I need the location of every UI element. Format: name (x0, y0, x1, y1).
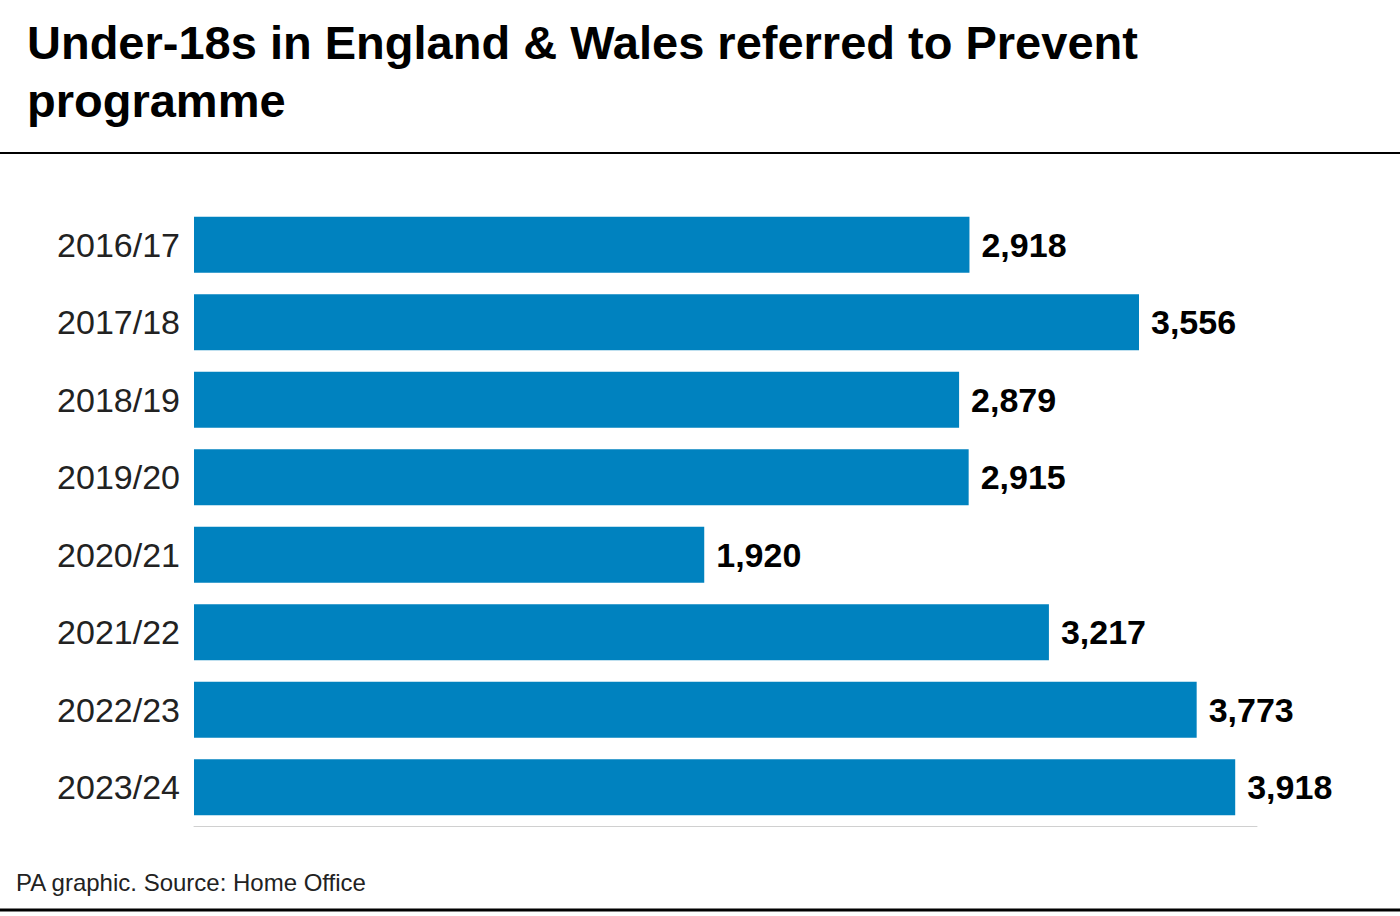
svg-text:2017/18: 2017/18 (57, 303, 180, 341)
svg-text:3,556: 3,556 (1151, 303, 1236, 341)
svg-text:2016/17: 2016/17 (57, 226, 180, 264)
svg-text:2020/21: 2020/21 (57, 536, 180, 574)
svg-text:2,915: 2,915 (981, 458, 1066, 496)
svg-text:2,918: 2,918 (981, 226, 1066, 264)
svg-text:2,879: 2,879 (971, 381, 1056, 419)
svg-text:2023/24: 2023/24 (57, 768, 180, 806)
svg-text:3,918: 3,918 (1247, 768, 1332, 806)
svg-text:programme: programme (27, 74, 286, 127)
svg-text:Under-18s in England & Wales r: Under-18s in England & Wales referred to… (27, 16, 1151, 69)
svg-text:3,217: 3,217 (1061, 613, 1146, 651)
svg-text:2018/19: 2018/19 (57, 381, 180, 419)
svg-text:3,773: 3,773 (1209, 691, 1294, 729)
svg-text:2022/23: 2022/23 (57, 691, 180, 729)
svg-text:PA graphic. Source: Home Offic: PA graphic. Source: Home Office (16, 869, 366, 896)
svg-text:2019/20: 2019/20 (57, 458, 180, 496)
svg-text:1,920: 1,920 (716, 536, 801, 574)
svg-text:2021/22: 2021/22 (57, 613, 180, 651)
